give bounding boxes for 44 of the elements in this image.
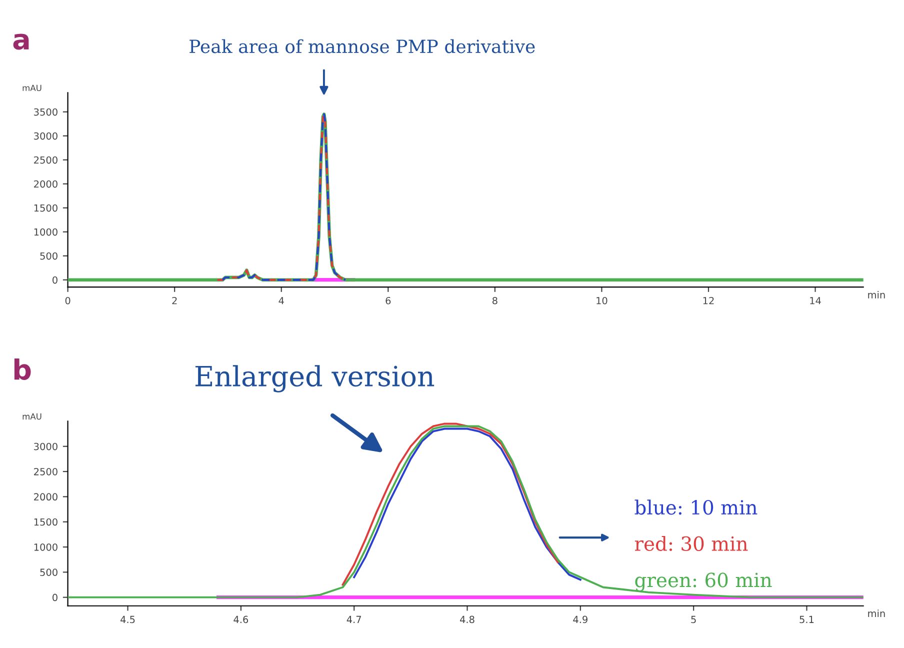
x-tick-label: 6 bbox=[386, 296, 391, 304]
y-tick-label: 1500 bbox=[34, 204, 58, 212]
y-tick-label: 1500 bbox=[34, 518, 58, 526]
chart-title: b bbox=[14, 358, 31, 380]
x-tick-label: 12 bbox=[703, 296, 714, 304]
x-tick-label: 4.6 bbox=[234, 616, 248, 624]
text: Peak area of mannose PMP derivative bbox=[190, 39, 535, 54]
x-axis-title: min bbox=[868, 290, 885, 298]
x-tick-label: 4 bbox=[278, 297, 284, 304]
y-tick-label: 3000 bbox=[34, 132, 58, 140]
y-tick-label: 3000 bbox=[34, 442, 58, 450]
y-tick-label: 0 bbox=[52, 276, 58, 284]
y-tick-label: 0 bbox=[52, 594, 58, 602]
y-tick-label: 500 bbox=[40, 568, 58, 576]
chart-title: a bbox=[13, 34, 29, 50]
x-tick-label: 10 bbox=[596, 296, 608, 304]
y-tick-label: 1000 bbox=[34, 228, 58, 236]
y-tick-label: 500 bbox=[40, 252, 58, 260]
x-tick-label: 2 bbox=[172, 296, 177, 304]
y-tick-label: 2500 bbox=[34, 468, 58, 476]
x-tick-label: 0 bbox=[65, 296, 70, 304]
y-axis-title: mAU bbox=[22, 413, 42, 420]
x-tick-label: 4.7 bbox=[346, 616, 361, 623]
y-tick-label: 2500 bbox=[34, 156, 58, 164]
y-tick-label: 1000 bbox=[34, 543, 58, 551]
text: red: 30 min bbox=[634, 536, 748, 552]
x-tick-label: 14 bbox=[810, 297, 821, 304]
line-series bbox=[68, 425, 864, 598]
line-series bbox=[353, 428, 582, 581]
x-tick-label: 8 bbox=[492, 296, 498, 304]
y-tick-label: 3500 bbox=[34, 108, 58, 116]
x-tick-label: 4.5 bbox=[120, 616, 135, 624]
x-tick-label: 4.8 bbox=[460, 616, 474, 624]
x-tick-label: 5 bbox=[691, 616, 696, 624]
x-tick-label: 4.9 bbox=[573, 616, 588, 624]
series-label: green: 60 min bbox=[635, 572, 772, 592]
x-tick-label: 5.1 bbox=[800, 616, 814, 624]
y-tick-label: 2000 bbox=[34, 180, 58, 188]
y-axis-title: mAU bbox=[22, 84, 42, 92]
y-tick-label: 2000 bbox=[34, 493, 58, 501]
text: blue: 10 min bbox=[634, 500, 758, 515]
text: Enlarged version bbox=[196, 365, 434, 392]
line-series bbox=[342, 422, 559, 586]
x-axis-title: min bbox=[868, 610, 885, 617]
